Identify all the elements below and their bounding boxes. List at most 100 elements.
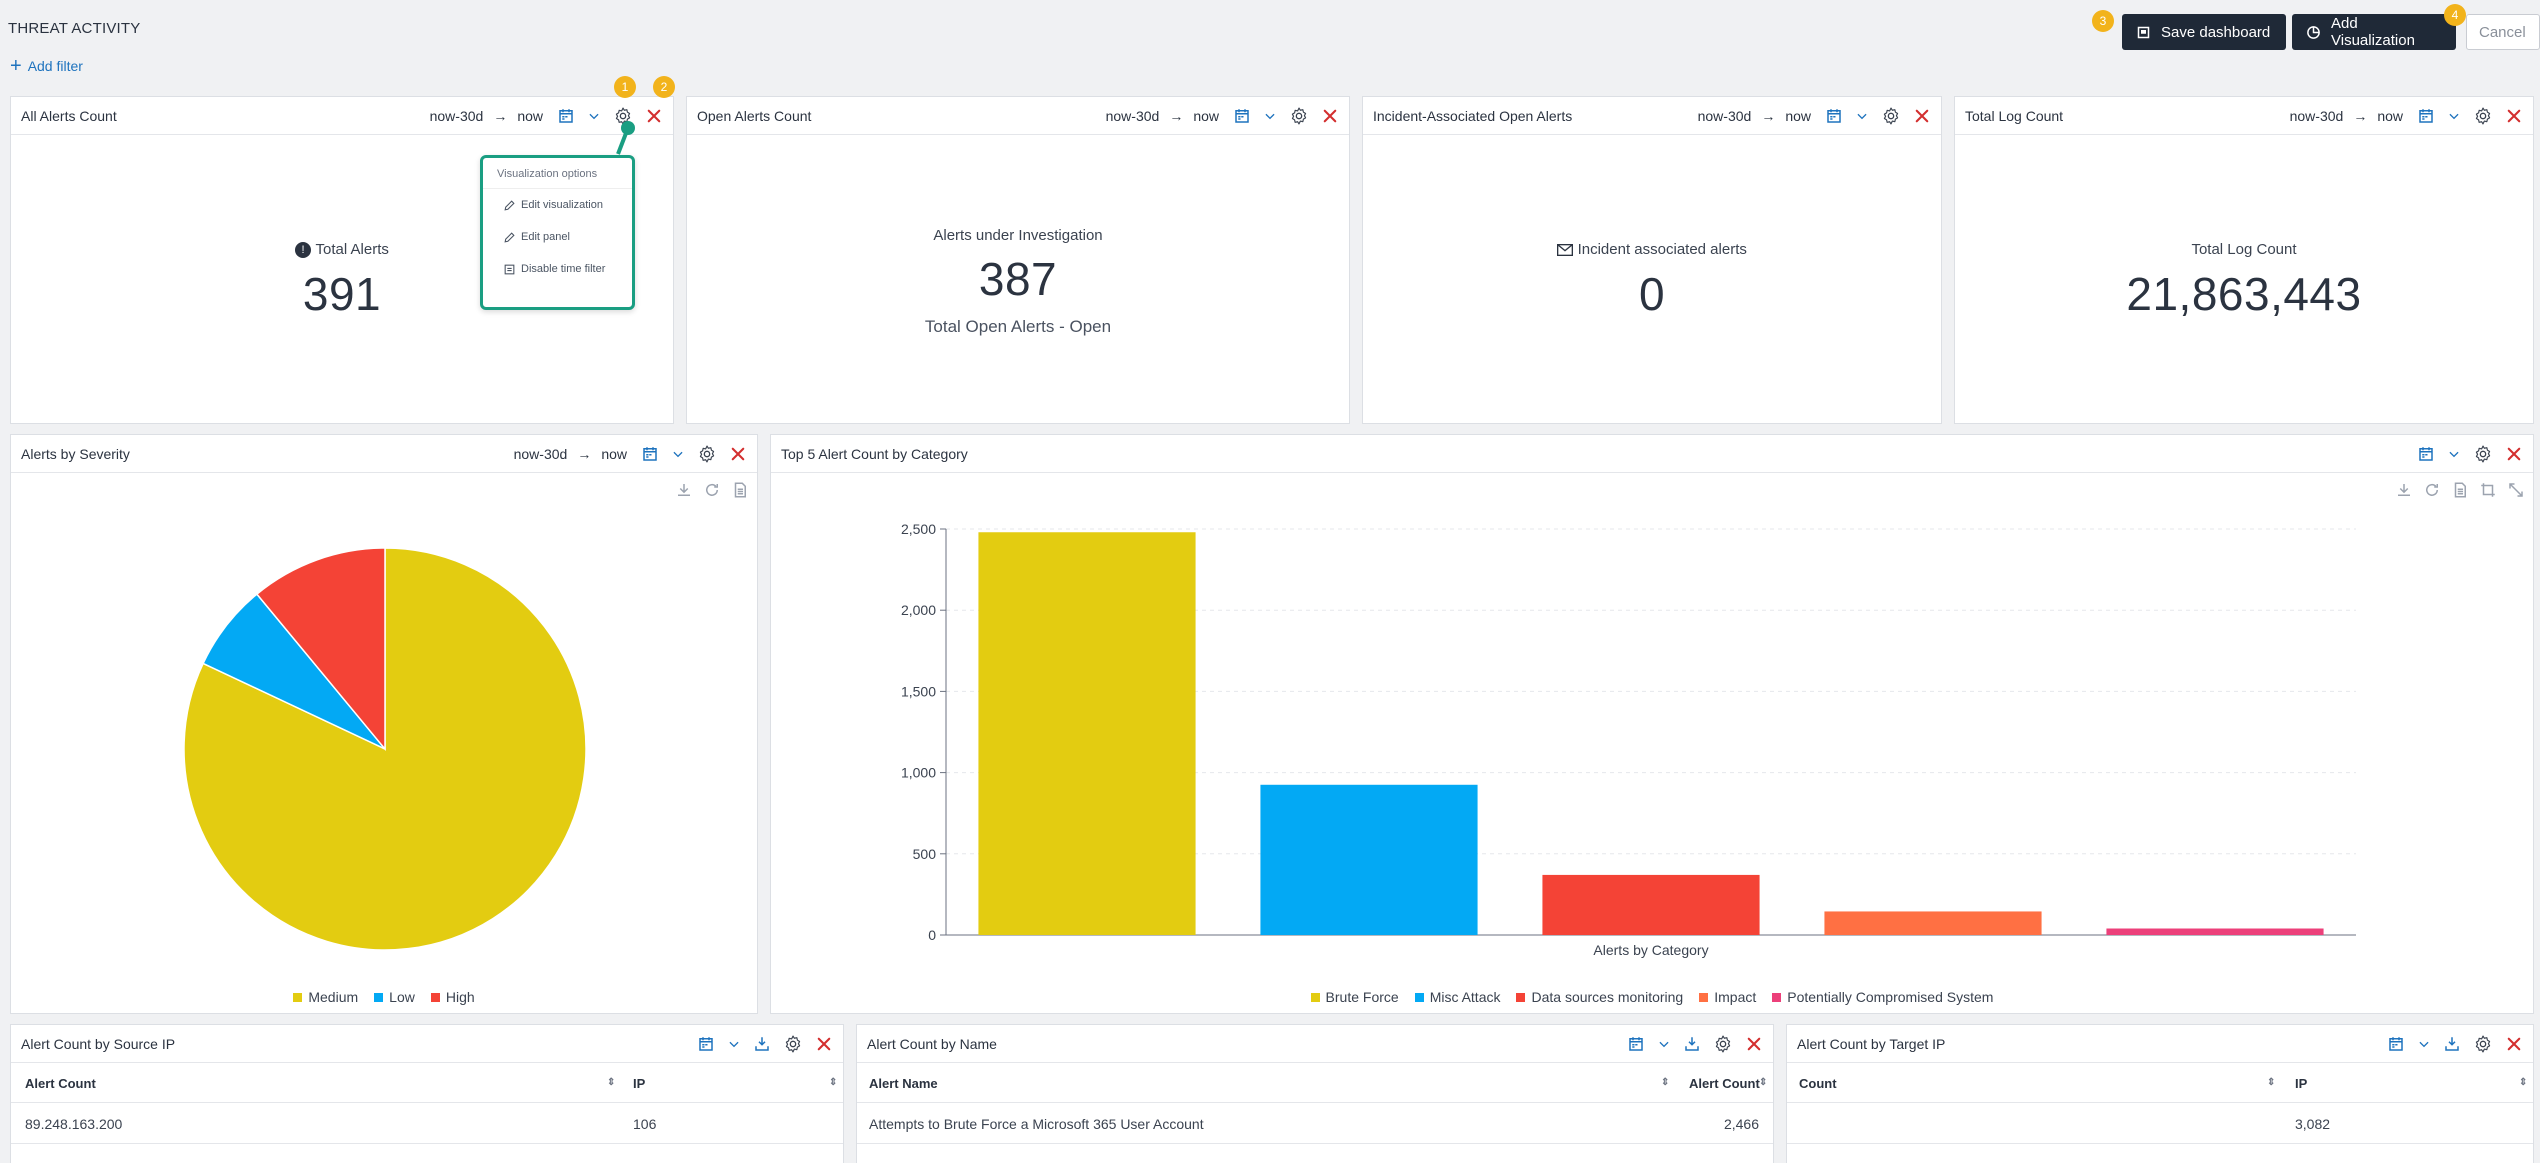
close-icon[interactable] [645, 107, 663, 125]
sort-icon[interactable]: ⇕ [607, 1077, 616, 1088]
edit-visualization-menu-item[interactable]: Edit visualization [483, 189, 632, 221]
close-icon[interactable] [1321, 107, 1339, 125]
column-header[interactable]: Alert Count [25, 1076, 96, 1091]
legend-item[interactable]: Impact [1699, 989, 1756, 1005]
bar-1[interactable] [1260, 784, 1478, 935]
chevron-down-icon[interactable] [1855, 109, 1869, 123]
bar-4[interactable] [2106, 928, 2324, 935]
close-icon[interactable] [2505, 445, 2523, 463]
chevron-down-icon[interactable] [587, 109, 601, 123]
edit-panel-menu-item[interactable]: Edit panel [483, 221, 632, 253]
panel-title: Alert Count by Source IP [21, 1035, 176, 1052]
step-badge-3: 3 [2092, 10, 2114, 32]
step-badge-1: 1 [614, 76, 636, 98]
legend-swatch [1772, 992, 1782, 1002]
column-header[interactable]: IP [2295, 1076, 2308, 1091]
column-header[interactable]: IP [633, 1076, 646, 1091]
legend-item[interactable]: Potentially Compromised System [1772, 989, 1993, 1005]
legend-label: Medium [308, 989, 359, 1005]
gear-icon[interactable] [1881, 106, 1901, 126]
export-icon[interactable] [2443, 1035, 2461, 1053]
chevron-down-icon[interactable] [1263, 109, 1277, 123]
pie-slice-high[interactable] [255, 547, 386, 752]
table-header: Alert Name ⇕ Alert Count ⇕ [857, 1065, 1773, 1103]
bar-3[interactable] [1824, 911, 2042, 935]
legend-item[interactable]: Brute Force [1310, 989, 1399, 1005]
chevron-down-icon[interactable] [1657, 1037, 1671, 1051]
close-icon[interactable] [1913, 107, 1931, 125]
calendar-icon[interactable] [557, 107, 575, 125]
close-icon[interactable] [1745, 1035, 1763, 1053]
column-header[interactable]: Count [1799, 1076, 1837, 1091]
table-row[interactable]: Attempts to Brute Force a Microsoft 365 … [857, 1104, 1773, 1144]
chevron-down-icon[interactable] [2417, 1037, 2431, 1051]
time-range[interactable]: now-30d → now [1698, 108, 1811, 124]
add-visualization-button[interactable]: Add Visualization [2292, 14, 2456, 50]
gear-icon[interactable] [2473, 106, 2493, 126]
calendar-icon[interactable] [2387, 1035, 2405, 1053]
calendar-icon[interactable] [2417, 107, 2435, 125]
table-cell: 2,466 [1723, 1115, 1759, 1132]
column-header[interactable]: Alert Count [1689, 1076, 1760, 1091]
export-icon[interactable] [753, 1035, 771, 1053]
sort-icon[interactable]: ⇕ [829, 1077, 838, 1088]
incident-associated-alerts-panel: Incident-Associated Open Alerts now-30d … [1362, 96, 1942, 424]
table-row[interactable]: 89.248.163.200 106 [11, 1104, 843, 1144]
calendar-icon[interactable] [641, 445, 659, 463]
chevron-down-icon[interactable] [727, 1037, 741, 1051]
sort-icon[interactable]: ⇕ [1759, 1077, 1768, 1088]
close-icon[interactable] [2505, 107, 2523, 125]
disable-time-filter-menu-item[interactable]: Disable time filter [483, 253, 632, 285]
legend-item[interactable]: Medium [293, 989, 358, 1005]
gear-icon[interactable] [1289, 106, 1309, 126]
legend-item[interactable]: Data sources monitoring [1516, 989, 1683, 1005]
gear-icon[interactable] [2473, 444, 2493, 464]
column-header[interactable]: Alert Name [869, 1076, 938, 1091]
calendar-icon[interactable] [2417, 445, 2435, 463]
time-from: now-30d [513, 445, 568, 462]
legend-item[interactable]: Low [374, 989, 415, 1005]
time-from: now-30d [1697, 107, 1752, 124]
bar-0[interactable] [978, 532, 1196, 935]
calendar-icon[interactable] [1627, 1035, 1645, 1053]
legend-item[interactable]: High [430, 989, 475, 1005]
time-range[interactable]: now-30d → now [430, 108, 543, 124]
calendar-icon[interactable] [1233, 107, 1251, 125]
cancel-button[interactable]: Cancel [2466, 14, 2540, 50]
legend-label: Impact [1714, 989, 1757, 1005]
table-cell: 106 [633, 1115, 657, 1132]
sort-icon[interactable]: ⇕ [2267, 1077, 2276, 1088]
metric-label: Total Log Count [2191, 241, 2297, 258]
legend-item[interactable]: Misc Attack [1414, 989, 1500, 1005]
top5-category-panel: Top 5 Alert Count by Category 0 500 1,000 1… [770, 434, 2534, 1014]
calendar-icon[interactable] [1825, 107, 1843, 125]
close-icon[interactable] [729, 445, 747, 463]
add-filter-link[interactable]: + Add filter [10, 56, 83, 76]
close-icon[interactable] [815, 1035, 833, 1053]
calendar-icon[interactable] [697, 1035, 715, 1053]
close-icon[interactable] [2505, 1035, 2523, 1053]
export-icon[interactable] [1683, 1035, 1701, 1053]
gear-icon[interactable] [1713, 1034, 1733, 1054]
sort-icon[interactable]: ⇕ [2519, 1077, 2528, 1088]
time-from: now-30d [1105, 107, 1160, 124]
chevron-down-icon[interactable] [2447, 109, 2461, 123]
time-range[interactable]: now-30d → now [514, 446, 627, 462]
gear-icon[interactable] [783, 1034, 803, 1054]
panel-title: All Alerts Count [21, 107, 117, 124]
panel-title: Alerts by Severity [21, 445, 130, 462]
save-dashboard-button[interactable]: Save dashboard [2122, 14, 2286, 50]
chevron-down-icon[interactable] [671, 447, 685, 461]
gear-icon[interactable] [2473, 1034, 2493, 1054]
arrow-icon: → [2353, 107, 2368, 124]
gear-icon[interactable] [697, 444, 717, 464]
chevron-down-icon[interactable] [2447, 447, 2461, 461]
bar-2[interactable] [1542, 874, 1760, 935]
table-row[interactable]: 3,082 [1787, 1104, 2533, 1144]
metric-subtitle: Total Open Alerts - Open [924, 317, 1112, 336]
legend-label: Brute Force [1325, 989, 1399, 1005]
sort-icon[interactable]: ⇕ [1661, 1077, 1670, 1088]
table-cell: 89.248.163.200 [25, 1115, 123, 1132]
time-range[interactable]: now-30d → now [2290, 108, 2403, 124]
time-range[interactable]: now-30d → now [1106, 108, 1219, 124]
